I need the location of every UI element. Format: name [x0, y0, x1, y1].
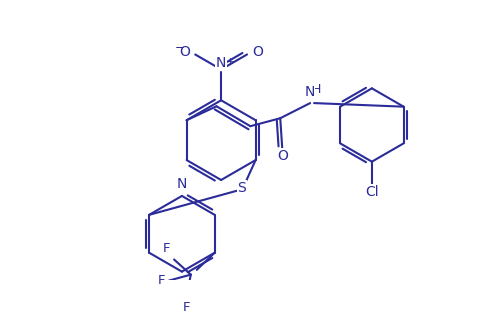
Text: N: N: [304, 85, 314, 99]
Text: S: S: [237, 181, 245, 195]
Text: N: N: [215, 56, 226, 71]
Text: F: F: [183, 301, 190, 312]
Text: −: −: [175, 41, 185, 54]
Text: O: O: [179, 46, 190, 60]
Text: O: O: [252, 46, 262, 60]
Text: F: F: [157, 274, 164, 287]
Text: +: +: [225, 57, 234, 67]
Text: F: F: [162, 242, 170, 256]
Text: H: H: [312, 83, 321, 96]
Text: O: O: [276, 149, 287, 163]
Text: N: N: [176, 177, 187, 191]
Text: Cl: Cl: [364, 184, 378, 198]
